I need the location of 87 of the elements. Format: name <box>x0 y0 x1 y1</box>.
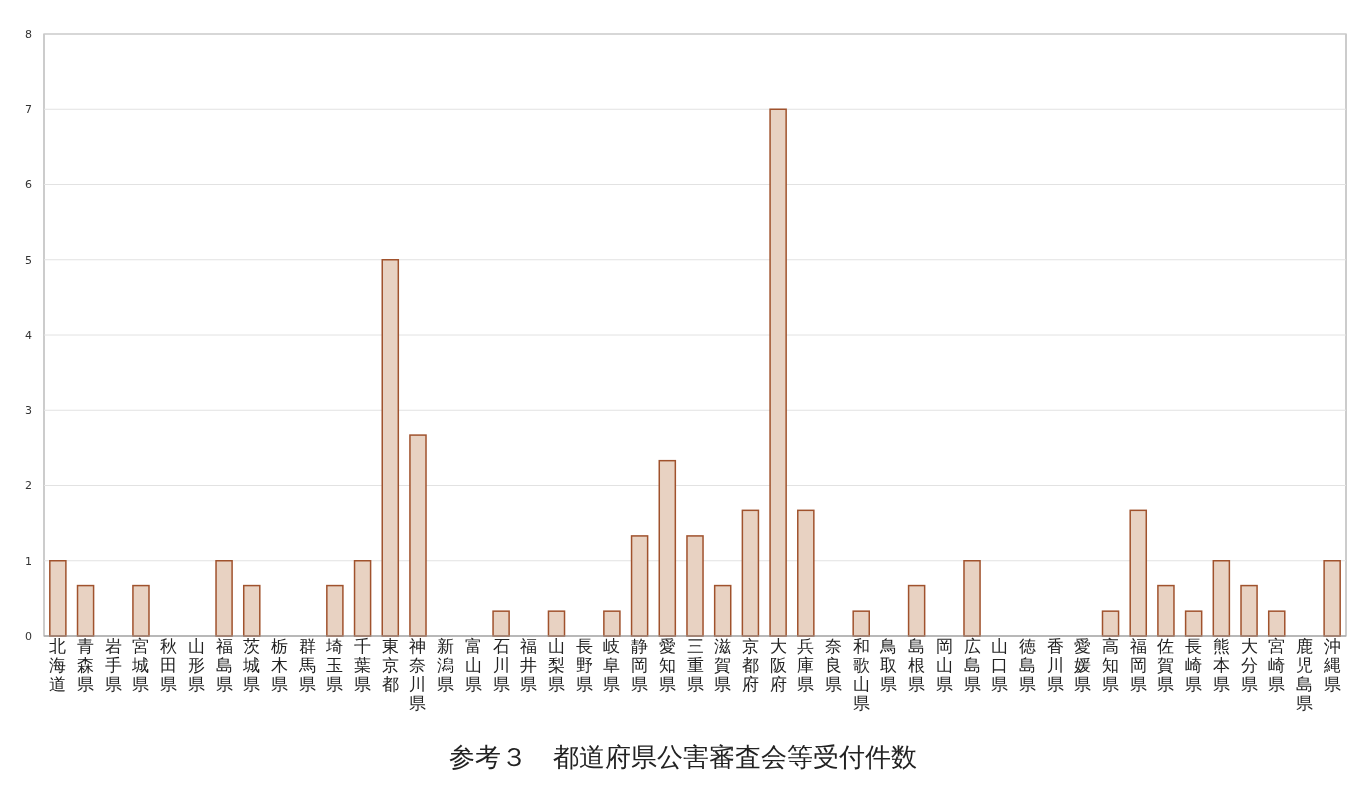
x-tick-label: 埼玉県 <box>325 636 344 694</box>
x-tick-label: 石川県 <box>492 636 510 694</box>
bar <box>630 535 649 637</box>
x-tick-label: 宮城県 <box>131 636 150 694</box>
x-tick-label: 京都府 <box>741 636 759 694</box>
bar <box>492 610 510 637</box>
bar <box>963 560 981 637</box>
bar <box>1323 560 1341 637</box>
y-tick-label: 2 <box>25 479 32 493</box>
x-tick-label: 滋賀県 <box>714 636 732 694</box>
y-tick-label: 3 <box>25 404 32 418</box>
x-tick-label: 福井県 <box>520 636 538 694</box>
bar <box>409 434 427 637</box>
x-tick-label: 秋田県 <box>160 636 178 694</box>
bar <box>381 259 400 637</box>
x-tick-label: 山梨県 <box>547 636 565 694</box>
x-tick-label: 青森県 <box>77 636 95 694</box>
text: 参考３ 都道府県公害審査会等受付件数 <box>449 742 917 772</box>
y-tick-label: 5 <box>25 253 32 267</box>
x-tick-label: 静岡県 <box>631 636 649 694</box>
bar <box>658 459 677 637</box>
x-tick-label: 鳥取県 <box>879 636 898 694</box>
x-tick-label: 北海道 <box>49 636 67 694</box>
bar <box>326 584 344 637</box>
x-tick-label: 新潟県 <box>437 636 455 694</box>
x-tick-label: 神奈川県 <box>409 636 427 713</box>
y-tick-label: 7 <box>25 103 32 117</box>
x-tick-label: 富山県 <box>464 636 482 694</box>
x-tick-label: 大阪府 <box>769 636 787 694</box>
bar <box>1129 509 1148 637</box>
bar <box>547 610 566 637</box>
x-tick-label: 和歌山県 <box>852 636 870 713</box>
bar <box>603 610 621 637</box>
bar <box>1184 610 1203 637</box>
y-tick-label: 6 <box>25 178 32 192</box>
x-tick-label: 千葉県 <box>354 636 372 694</box>
x-tick-label: 高知県 <box>1102 636 1120 694</box>
x-tick-label: 山口県 <box>991 636 1009 694</box>
bar <box>797 509 815 637</box>
x-tick-label: 岡山県 <box>935 636 953 694</box>
bar <box>215 560 233 637</box>
bar <box>713 584 732 637</box>
bar <box>1212 560 1231 637</box>
bar <box>76 584 95 637</box>
bar <box>686 535 704 637</box>
y-tick-label: 1 <box>25 554 32 568</box>
x-tick-label: 徳島県 <box>1018 636 1036 694</box>
bar <box>741 509 760 637</box>
bar <box>353 560 372 637</box>
x-tick-label: 佐賀県 <box>1157 636 1175 694</box>
bar <box>1267 610 1286 637</box>
bar <box>852 610 870 637</box>
x-tick-label: 広島県 <box>963 636 981 694</box>
x-tick-label: 熊本県 <box>1212 636 1230 694</box>
x-tick-label: 長野県 <box>575 636 593 694</box>
x-tick-label: 栃木県 <box>270 636 288 694</box>
x-tick-label: 福岡県 <box>1129 636 1147 694</box>
x-tick-label: 三重県 <box>686 636 704 694</box>
x-tick-label: 島根県 <box>908 636 926 694</box>
x-tick-label: 愛知県 <box>658 636 676 694</box>
x-tick-label: 愛媛県 <box>1074 636 1092 694</box>
x-tick-label: 長崎県 <box>1185 636 1203 694</box>
y-tick-label: 4 <box>25 328 32 342</box>
bar <box>769 108 787 637</box>
x-tick-label: 沖縄県 <box>1322 636 1341 694</box>
x-tick-label: 香川県 <box>1046 636 1064 694</box>
x-tick-label: 鹿児島県 <box>1295 636 1313 713</box>
y-tick-label: 0 <box>25 629 32 643</box>
x-tick-label: 福島県 <box>215 636 233 694</box>
x-tick-label: 奈良県 <box>825 636 843 694</box>
bar <box>132 584 150 637</box>
bar <box>907 584 926 637</box>
y-tick-label: 8 <box>25 27 32 41</box>
x-tick-label: 東京都 <box>381 636 399 694</box>
x-tick-label: 宮崎県 <box>1268 636 1286 694</box>
x-tick-label: 大分県 <box>1240 636 1258 694</box>
x-tick-label: 岩手県 <box>104 636 122 694</box>
bar <box>242 584 261 637</box>
bar <box>1157 584 1175 637</box>
x-tick-label: 群馬県 <box>297 636 316 694</box>
x-tick-label: 兵庫県 <box>797 636 815 694</box>
bar <box>49 560 67 637</box>
x-tick-label: 山形県 <box>187 636 205 694</box>
bar <box>1240 584 1258 637</box>
bar <box>1101 610 1120 637</box>
x-tick-label: 岐阜県 <box>603 636 621 694</box>
x-tick-label: 茨城県 <box>242 636 261 694</box>
